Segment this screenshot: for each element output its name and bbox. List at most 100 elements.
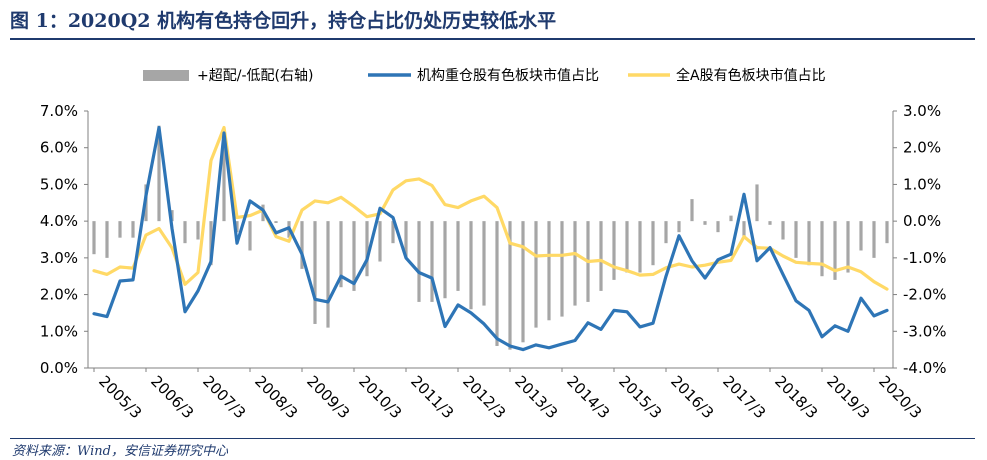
left-tick-label: 3.0% [40, 249, 78, 267]
bar [599, 221, 603, 291]
bar [495, 221, 499, 346]
legend-label-all-a: 全A股有色板块市值占比 [676, 67, 826, 84]
left-tick-label: 4.0% [40, 212, 78, 230]
right-tick-label: -2.0% [903, 286, 947, 304]
bar [105, 221, 109, 258]
footer-rule [10, 438, 975, 439]
bar [196, 221, 200, 240]
bar [300, 221, 304, 269]
bar [638, 221, 642, 273]
left-tick-label: 5.0% [40, 175, 78, 193]
left-tick-label: 6.0% [40, 139, 78, 157]
right-tick-label: 0.0% [903, 212, 941, 230]
right-tick-label: -4.0% [903, 359, 947, 377]
bar [391, 221, 395, 244]
bar [560, 221, 564, 317]
bar [755, 184, 759, 222]
left-tick-label: 0.0% [40, 359, 78, 377]
bar [326, 221, 330, 328]
bar [534, 221, 538, 328]
legend-label-bar: +超配/-低配(右轴) [197, 68, 313, 84]
legend: +超配/-低配(右轴) 机构重仓股有色板块市值占比 全A股有色板块市值占比 [143, 67, 826, 84]
bar [417, 221, 421, 302]
bar [703, 221, 707, 225]
all-a-share-line [92, 125, 889, 291]
bar [625, 221, 629, 273]
bar [183, 221, 187, 244]
right-tick-label: 1.0% [903, 175, 941, 193]
legend-swatch-bar [143, 70, 189, 81]
left-tick-label: 1.0% [40, 322, 78, 340]
bar [404, 221, 408, 258]
bar [768, 221, 772, 225]
x-tick-label: 2009/3 [303, 372, 353, 422]
bar [92, 221, 96, 255]
line-series [92, 125, 889, 352]
bar [430, 221, 434, 302]
right-tick-label: 3.0% [903, 102, 941, 120]
bar [157, 125, 161, 222]
bar [482, 221, 486, 306]
institutional-share-line [92, 125, 889, 352]
x-tick-label: 2005/3 [95, 372, 145, 422]
bar [794, 221, 798, 258]
bar [612, 221, 616, 280]
x-tick-label: 2008/3 [251, 372, 301, 422]
bar [885, 221, 889, 244]
bar [352, 221, 356, 291]
bar [235, 221, 239, 233]
bar [573, 221, 577, 306]
bar [378, 221, 382, 262]
bar [248, 221, 252, 251]
bar [456, 221, 460, 291]
left-tick-label: 2.0% [40, 286, 78, 304]
bar [131, 221, 135, 238]
page-title: 图 1：2020Q2 机构有色持仓回升，持仓占比仍处历史较低水平 [10, 10, 557, 32]
bar [664, 221, 668, 244]
bar [443, 221, 447, 299]
bar [508, 221, 512, 350]
x-tick-label: 2016/3 [667, 372, 717, 422]
bar [547, 221, 551, 321]
bar [170, 210, 174, 222]
bar [651, 221, 655, 266]
bar [807, 221, 811, 266]
bar [742, 221, 746, 236]
x-tick-label: 2015/3 [615, 372, 665, 422]
legend-label-institutional: 机构重仓股有色板块市值占比 [417, 67, 599, 84]
source-note: 资料来源：Wind，安信证券研究中心 [12, 444, 228, 459]
bar [339, 221, 343, 288]
bar [716, 221, 720, 233]
x-tick-label: 2011/3 [407, 372, 457, 422]
bar-series [92, 125, 889, 350]
right-tick-label: -1.0% [903, 249, 947, 267]
x-tick-label: 2018/3 [771, 372, 821, 422]
x-tick-label: 2012/3 [459, 372, 509, 422]
x-tick-label: 2010/3 [355, 372, 405, 422]
bar [872, 221, 876, 258]
title-rule [10, 38, 975, 40]
bar [781, 221, 785, 240]
bar [833, 221, 837, 280]
x-tick-label: 2014/3 [563, 372, 613, 422]
x-tick-label: 2020/3 [875, 372, 925, 422]
right-tick-label: 2.0% [903, 139, 941, 157]
bar [677, 221, 681, 233]
bar [859, 221, 863, 251]
bar [469, 221, 473, 310]
x-tick-label: 2006/3 [147, 372, 197, 422]
bar [274, 221, 278, 223]
right-tick-label: -3.0% [903, 322, 947, 340]
bar [222, 140, 226, 222]
x-tick-label: 2019/3 [823, 372, 873, 422]
bar [118, 221, 122, 238]
bar [690, 199, 694, 222]
bar [820, 221, 824, 277]
bar [729, 215, 733, 222]
bar [846, 221, 850, 273]
bar [313, 221, 317, 324]
bar [521, 221, 525, 343]
left-tick-label: 7.0% [40, 102, 78, 120]
x-tick-label: 2017/3 [719, 372, 769, 422]
